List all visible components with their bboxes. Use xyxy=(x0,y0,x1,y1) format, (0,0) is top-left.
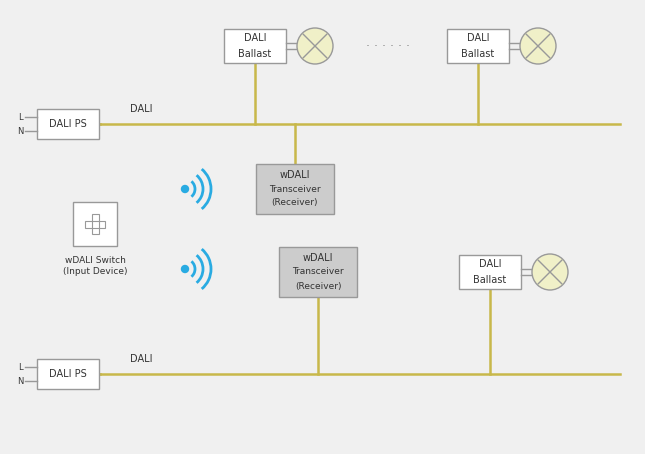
Circle shape xyxy=(181,266,188,272)
Text: DALI: DALI xyxy=(130,104,152,114)
Text: DALI: DALI xyxy=(244,33,266,43)
Text: (Input Device): (Input Device) xyxy=(63,267,127,276)
Text: Ballast: Ballast xyxy=(461,49,495,59)
Circle shape xyxy=(520,28,556,64)
Text: L: L xyxy=(18,113,23,122)
FancyBboxPatch shape xyxy=(459,255,521,289)
Text: N: N xyxy=(17,376,23,385)
FancyBboxPatch shape xyxy=(73,202,117,246)
Circle shape xyxy=(181,186,188,192)
Text: Transceiver: Transceiver xyxy=(292,267,344,276)
Text: N: N xyxy=(17,127,23,135)
FancyBboxPatch shape xyxy=(224,29,286,63)
Text: DALI PS: DALI PS xyxy=(49,119,87,129)
Text: DALI: DALI xyxy=(130,354,152,364)
Text: (Receiver): (Receiver) xyxy=(272,198,318,207)
Text: wDALI: wDALI xyxy=(303,253,333,263)
Circle shape xyxy=(297,28,333,64)
FancyBboxPatch shape xyxy=(256,164,334,214)
Text: Ballast: Ballast xyxy=(473,275,506,285)
Text: DALI: DALI xyxy=(479,259,501,269)
Text: wDALI Switch: wDALI Switch xyxy=(64,256,125,265)
FancyBboxPatch shape xyxy=(37,359,99,389)
Circle shape xyxy=(532,254,568,290)
Text: DALI PS: DALI PS xyxy=(49,369,87,379)
Text: Ballast: Ballast xyxy=(239,49,272,59)
Text: · · · · · ·: · · · · · · xyxy=(366,39,410,53)
Text: wDALI: wDALI xyxy=(280,170,310,180)
Text: L: L xyxy=(18,362,23,371)
Text: DALI: DALI xyxy=(467,33,490,43)
FancyBboxPatch shape xyxy=(37,109,99,139)
FancyBboxPatch shape xyxy=(279,247,357,297)
FancyBboxPatch shape xyxy=(447,29,509,63)
Text: Transceiver: Transceiver xyxy=(269,184,321,193)
Text: (Receiver): (Receiver) xyxy=(295,281,341,291)
